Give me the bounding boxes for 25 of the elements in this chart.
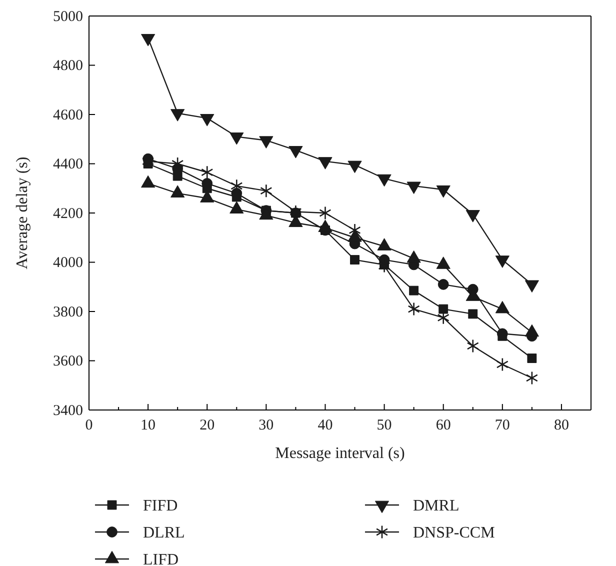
x-tick-label: 50 <box>376 418 392 434</box>
legend-label: LIFD <box>143 552 179 566</box>
y-tick-label: 3800 <box>53 304 83 320</box>
x-axis-title: Message interval (s) <box>275 445 405 462</box>
y-tick-label: 4600 <box>53 107 83 124</box>
x-tick-label: 0 <box>85 418 93 434</box>
y-axis-title: Average delay (s) <box>14 156 31 270</box>
y-tick-label: 4200 <box>53 206 83 222</box>
y-tick-label: 4800 <box>53 58 83 74</box>
x-tick-label: 80 <box>554 418 569 434</box>
legend-label: DMRL <box>413 498 460 515</box>
x-tick-label: 30 <box>258 418 274 434</box>
y-tick-label: 3400 <box>53 402 83 419</box>
x-tick-label: 40 <box>318 418 333 434</box>
x-tick-label: 10 <box>140 418 156 434</box>
legend-label: DLRL <box>143 524 185 542</box>
x-tick-label: 20 <box>200 418 215 434</box>
legend-label: DNSP-CCM <box>413 524 495 542</box>
y-tick-label: 5000 <box>53 8 83 25</box>
y-tick-label: 4400 <box>53 156 83 173</box>
x-tick-label: 60 <box>436 418 451 434</box>
y-tick-label: 4000 <box>53 255 83 272</box>
y-tick-label: 3600 <box>53 354 83 370</box>
x-tick-label: 70 <box>494 418 510 434</box>
legend-label: FIFD <box>143 498 178 515</box>
